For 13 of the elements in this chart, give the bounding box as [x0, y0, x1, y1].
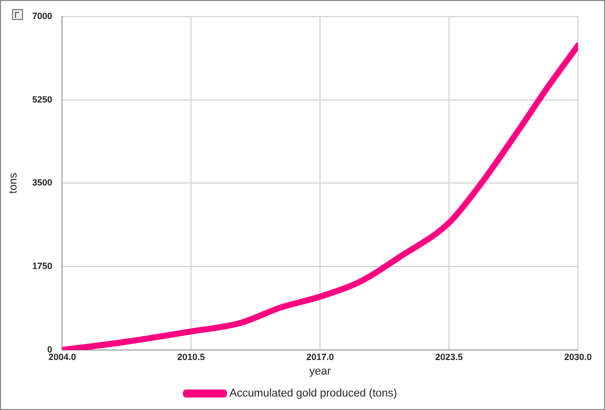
legend-label: Accumulated gold produced (tons) — [229, 388, 398, 400]
x-tick-label: 2030.0 — [564, 352, 592, 362]
y-tick-label: 0 — [47, 344, 52, 354]
y-tick-label: 3500 — [32, 178, 52, 188]
x-tick-label: 2017.0 — [306, 352, 334, 362]
y-axis-title: tons — [8, 172, 20, 194]
y-tick-label: 5250 — [32, 94, 52, 104]
x-axis-title: year — [309, 365, 332, 378]
x-tick-label: 2023.5 — [435, 352, 463, 362]
x-tick-label: 2004.0 — [48, 352, 76, 362]
y-tick-label: 1750 — [32, 261, 52, 272]
x-tick-label: 2010.5 — [177, 352, 205, 362]
y-tick-label: 7000 — [32, 10, 52, 21]
